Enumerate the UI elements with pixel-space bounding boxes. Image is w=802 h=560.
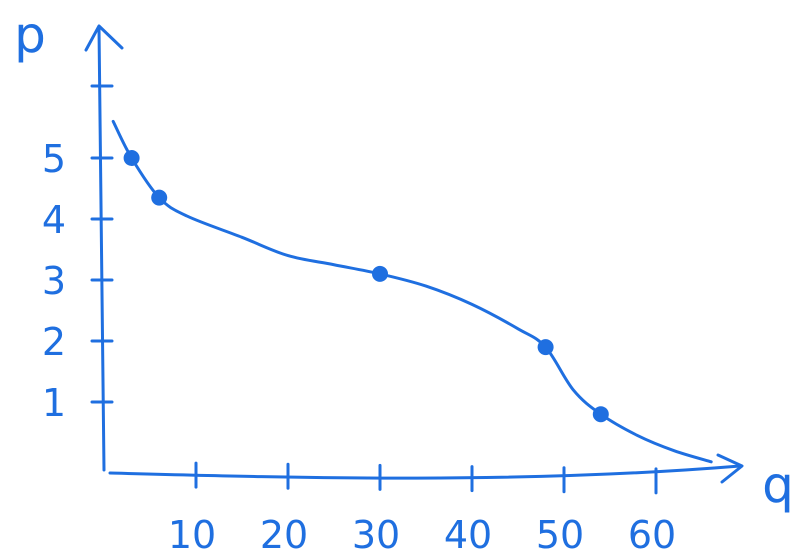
x-tick-label: 20 <box>260 513 308 557</box>
axes <box>84 24 744 484</box>
x-axis-arrow <box>716 453 744 484</box>
x-tick-label: 50 <box>536 513 584 557</box>
data-point <box>151 189 168 206</box>
data-point <box>123 150 140 166</box>
y-axis-label: p <box>14 6 46 64</box>
y-axis-arrow <box>84 24 124 52</box>
x-tick-label: 30 <box>352 513 400 557</box>
y-tick-label: 2 <box>42 320 66 364</box>
data-point <box>372 265 388 282</box>
x-tick-label: 60 <box>628 513 676 557</box>
x-tick-label: 40 <box>444 513 492 557</box>
y-tick-label: 5 <box>42 137 66 181</box>
x-axis-line <box>108 464 742 480</box>
y-tick-label: 3 <box>42 259 66 303</box>
y-axis-line <box>97 26 106 472</box>
y-tick-label: 4 <box>42 198 66 242</box>
x-axis-label: q <box>762 456 794 514</box>
axis-ticks <box>90 84 658 495</box>
data-points <box>123 150 609 423</box>
y-tick-label: 1 <box>42 381 66 425</box>
data-point <box>592 406 609 423</box>
tick-labels: 1 2 3 4 5 10 20 30 40 50 60 <box>42 137 676 557</box>
x-tick-label: 10 <box>168 513 216 557</box>
demand-curve <box>111 119 713 464</box>
data-point <box>537 339 554 356</box>
